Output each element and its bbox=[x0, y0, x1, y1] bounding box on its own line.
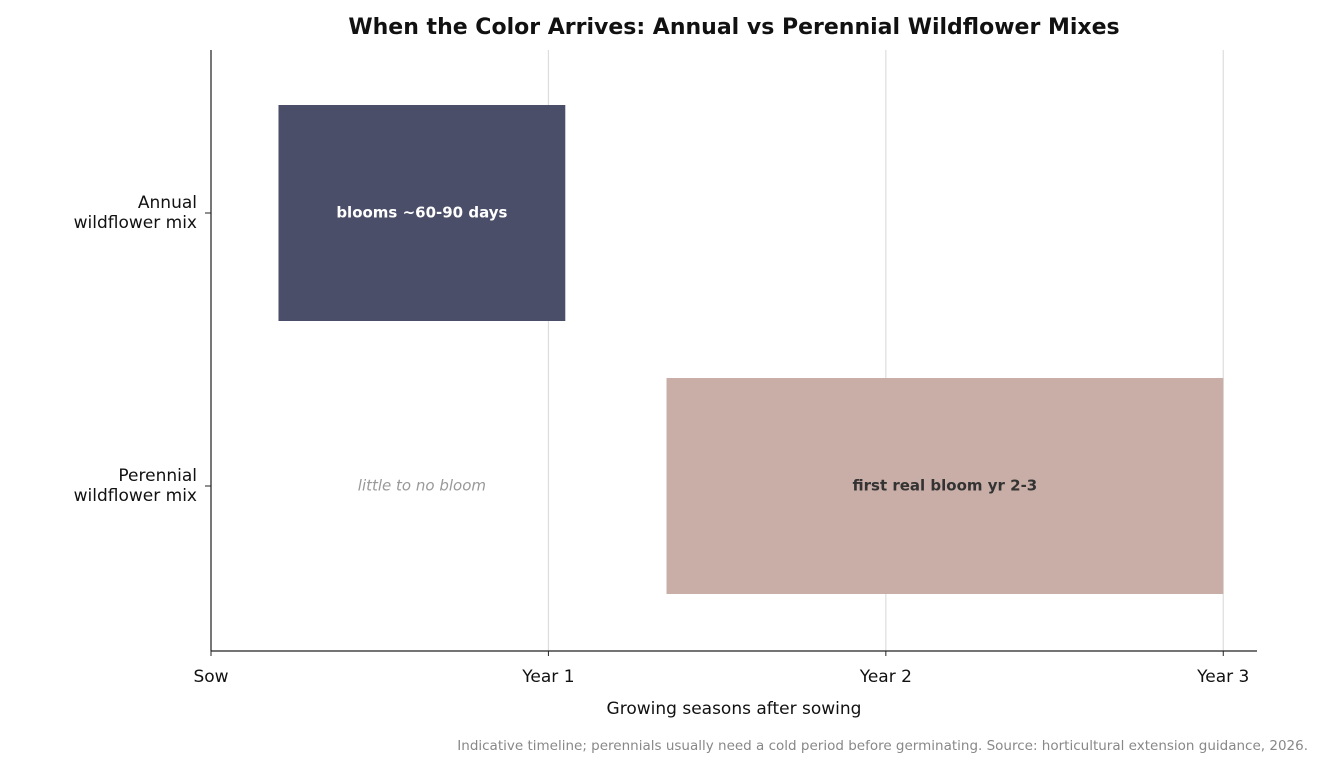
x-axis-label: Growing seasons after sowing bbox=[607, 699, 862, 719]
x-tick-label: Sow bbox=[193, 667, 228, 687]
x-tick-label: Year 2 bbox=[859, 667, 912, 687]
x-tick-label: Year 1 bbox=[521, 667, 574, 687]
chart-title: When the Color Arrives: Annual vs Perenn… bbox=[348, 15, 1119, 40]
bar-label: blooms ~60-90 days bbox=[336, 204, 507, 222]
footnote: Indicative timeline; perennials usually … bbox=[457, 738, 1308, 754]
y-tick-label: Annual wildflower mix bbox=[74, 193, 197, 233]
bar-label: first real bloom yr 2-3 bbox=[853, 477, 1038, 495]
annotation: little to no bloom bbox=[358, 477, 486, 495]
x-tick-label: Year 3 bbox=[1196, 667, 1249, 687]
y-tick-label: Perennial wildflower mix bbox=[74, 466, 197, 506]
bar bbox=[278, 105, 566, 321]
bar bbox=[666, 378, 1224, 594]
